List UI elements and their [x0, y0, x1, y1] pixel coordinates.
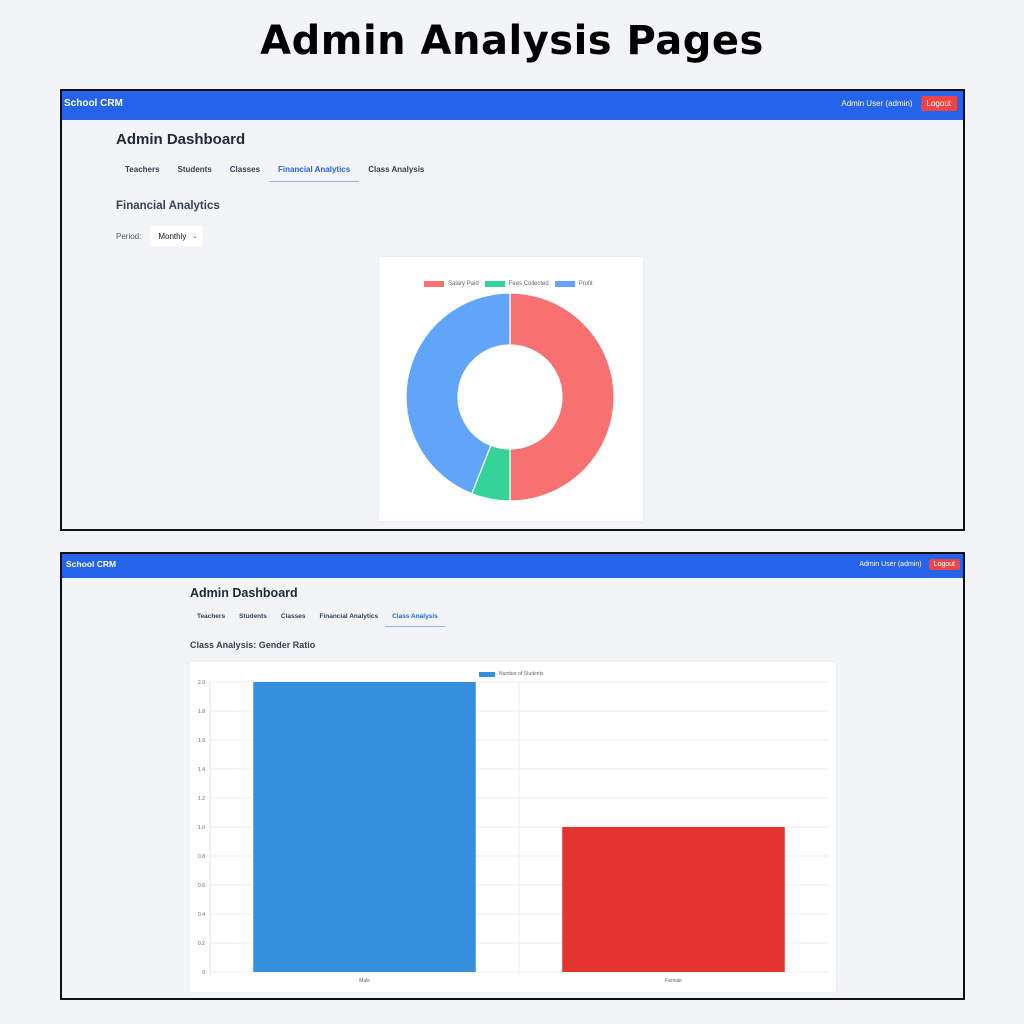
- doughnut-segment-salary-paid[interactable]: [509, 292, 615, 502]
- logout-button[interactable]: Logout: [928, 559, 960, 570]
- navbar: School CRM Admin User (admin) Logout: [62, 554, 963, 578]
- y-tick-label: 1.0: [198, 825, 205, 831]
- main-content: Admin Dashboard Teachers Students Classe…: [190, 586, 445, 650]
- navbar: School CRM Admin User (admin) Logout: [62, 91, 963, 120]
- doughnut-chart-card: Salary Paid Fees Collected Profit: [379, 257, 643, 521]
- tab-bar: Teachers Students Classes Financial Anal…: [116, 165, 433, 182]
- legend-swatch-icon: [484, 281, 505, 287]
- legend-label: Fees Collected: [508, 281, 549, 287]
- tab-teachers[interactable]: Teachers: [197, 613, 226, 620]
- financial-analytics-screenshot: School CRM Admin User (admin) Logout Adm…: [60, 89, 965, 531]
- logout-button[interactable]: Logout: [920, 96, 957, 111]
- page-title: Admin Analysis Pages: [260, 18, 764, 64]
- class-analysis-screenshot: School CRM Admin User (admin) Logout Adm…: [60, 552, 965, 1000]
- bar-chart-card: Number of Students 0 0.2 0.4 0.6 0.8 1.0 1.2 1.…: [190, 662, 836, 992]
- period-select[interactable]: Monthly ⌄: [150, 226, 204, 246]
- legend-label: Salary Paid: [448, 281, 479, 287]
- main-content: Admin Dashboard Teachers Students Classe…: [116, 131, 433, 246]
- chevron-down-icon: ⌄: [192, 233, 198, 240]
- legend-item-number-of-students[interactable]: Number of Students: [479, 671, 543, 677]
- period-label: Period:: [116, 231, 142, 241]
- y-tick-label: 0.4: [198, 912, 205, 918]
- navbar-user-area: Admin User (admin) Logout: [841, 95, 957, 112]
- legend-label: Profit: [578, 281, 593, 287]
- tab-bar: Teachers Students Classes Financial Anal…: [190, 613, 445, 627]
- tab-class-analysis[interactable]: Class Analysis: [385, 613, 445, 627]
- legend-swatch-icon: [554, 281, 575, 287]
- dashboard-title: Admin Dashboard: [190, 586, 298, 600]
- tab-financial-analytics[interactable]: Financial Analytics: [269, 165, 360, 182]
- doughnut-chart: [405, 292, 615, 502]
- y-tick-label: 1.4: [198, 767, 205, 773]
- tab-class-analysis[interactable]: Class Analysis: [368, 165, 425, 174]
- tab-students[interactable]: Students: [239, 613, 267, 620]
- chart-legend: Salary Paid Fees Collected Profit: [424, 281, 599, 287]
- legend-swatch-icon: [479, 671, 495, 677]
- y-tick-label: 0.6: [198, 883, 205, 889]
- user-label: Admin User (admin): [841, 99, 913, 108]
- section-title: Financial Analytics: [116, 200, 220, 212]
- legend-item-profit[interactable]: Profit: [554, 281, 593, 287]
- doughnut-segment-profit[interactable]: [405, 292, 511, 495]
- y-tick-label: 2.0: [198, 680, 205, 686]
- period-filter: Period: Monthly ⌄: [116, 226, 433, 246]
- legend-label: Number of Students: [499, 671, 544, 677]
- bar-chart: 0 0.2 0.4 0.6 0.8 1.0 1.2 1.4 1.6 1.8 2.0 Male Femal…: [198, 680, 828, 984]
- tab-teachers[interactable]: Teachers: [125, 165, 160, 174]
- y-tick-label: 0.2: [198, 941, 205, 947]
- y-tick-label: 0: [202, 970, 205, 976]
- y-tick-label: 1.2: [198, 796, 205, 802]
- brand-logo[interactable]: School CRM: [66, 559, 117, 569]
- bar-male[interactable]: [253, 682, 476, 972]
- y-tick-label: 1.6: [198, 738, 205, 744]
- dashboard-title: Admin Dashboard: [116, 131, 246, 148]
- legend-swatch-icon: [424, 281, 444, 287]
- period-selected-value: Monthly: [158, 231, 187, 241]
- y-tick-label: 1.8: [198, 709, 205, 715]
- tab-students[interactable]: Students: [177, 165, 212, 174]
- chart-legend: Number of Students: [479, 671, 549, 677]
- x-tick-label: Female: [665, 978, 682, 984]
- tab-classes[interactable]: Classes: [229, 165, 261, 174]
- section-title: Class Analysis: Gender Ratio: [190, 640, 316, 650]
- navbar-user-area: Admin User (admin) Logout: [859, 557, 960, 572]
- bar-female[interactable]: [562, 827, 785, 972]
- x-tick-label: Male: [359, 978, 370, 984]
- y-tick-label: 0.8: [198, 854, 205, 860]
- brand-logo[interactable]: School CRM: [64, 98, 123, 109]
- legend-item-salary-paid[interactable]: Salary Paid: [424, 281, 479, 287]
- user-label: Admin User (admin): [859, 561, 922, 568]
- tab-classes[interactable]: Classes: [280, 613, 306, 620]
- tab-financial-analytics[interactable]: Financial Analytics: [319, 613, 379, 620]
- legend-item-fees-collected[interactable]: Fees Collected: [484, 281, 549, 287]
